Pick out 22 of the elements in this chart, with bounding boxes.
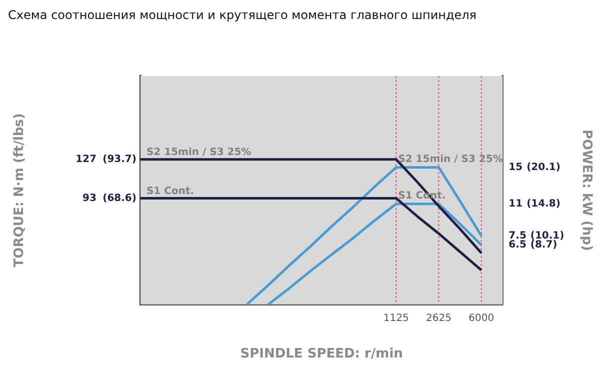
y2-axis-title: POWER: kW (hp) xyxy=(578,129,594,251)
y2-tick-label: 11 xyxy=(508,198,523,210)
text: (93.7) xyxy=(102,154,136,165)
x-tick-label: 1125 xyxy=(383,312,409,324)
chart-title: Схема соотношения мощности и крутящего момента главного шпинделя xyxy=(8,8,478,22)
y-tick-label: 127 xyxy=(76,154,97,165)
y2-tick-label: 15 xyxy=(508,162,523,173)
series-label: S2 15min / S3 25% xyxy=(398,154,503,165)
series-label: S1 Cont. xyxy=(146,186,194,197)
text: (10.1) xyxy=(530,230,564,242)
x-axis-title: SPINDLE SPEED: r/min xyxy=(240,346,403,362)
y2-tick-label: 6.5 xyxy=(508,240,526,251)
text: (8.7) xyxy=(530,240,558,251)
text: (68.6) xyxy=(102,192,136,204)
text: (14.8) xyxy=(526,198,560,210)
x-tick-label: 2625 xyxy=(426,312,452,324)
y2-tick-label: 7.5 xyxy=(508,230,526,242)
series-label: S2 15min / S3 25% xyxy=(146,146,252,158)
y-tick-label: 93 xyxy=(82,192,97,204)
y-axis-title: TORQUE: N·m (ft/lbs) xyxy=(12,113,28,268)
x-tick-label: 6000 xyxy=(468,312,494,324)
text: (20.1) xyxy=(526,162,560,173)
